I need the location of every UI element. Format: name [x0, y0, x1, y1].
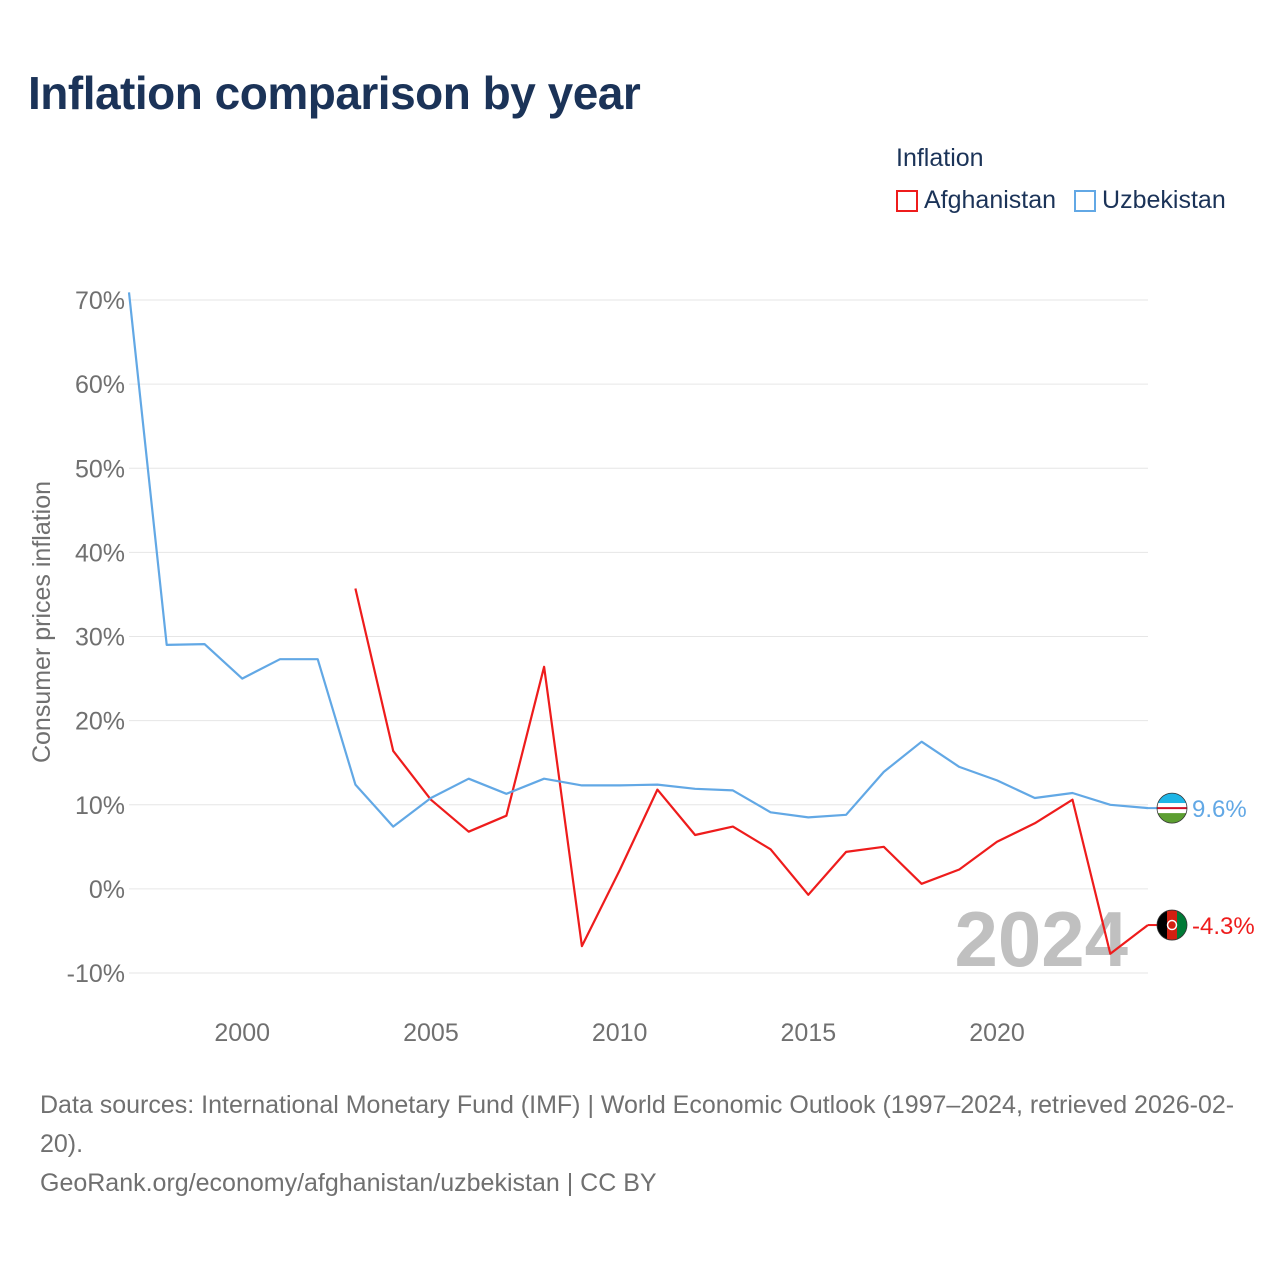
- x-tick-label: 2000: [214, 1019, 270, 1047]
- legend-swatch-afghanistan: [896, 189, 918, 212]
- series-line-afghanistan[interactable]: [354, 588, 1149, 955]
- y-tick-label: 40%: [75, 539, 125, 567]
- data-source-note: Data sources: International Monetary Fun…: [40, 1091, 1235, 1158]
- y-tick-label: 50%: [75, 455, 125, 483]
- flag-icon-uzbekistan: [1148, 792, 1188, 824]
- end-label-uzbekistan: 9.6%: [1192, 796, 1247, 823]
- y-axis-label: Consumer prices inflation: [28, 481, 56, 763]
- y-axis-ticks: -10% 0% 10% 20% 30% 40% 50% 60% 70%: [67, 287, 125, 988]
- chart-title: Inflation comparison by year: [28, 67, 641, 119]
- x-tick-label: 2020: [969, 1019, 1025, 1047]
- year-watermark: 2024: [954, 895, 1128, 983]
- end-label-afghanistan: -4.3%: [1192, 913, 1255, 940]
- x-tick-label: 2015: [781, 1019, 837, 1047]
- y-tick-label: 0%: [89, 876, 125, 904]
- y-tick-label: 60%: [75, 371, 125, 399]
- gridlines: [129, 299, 1148, 974]
- y-tick-label: 20%: [75, 708, 125, 736]
- x-tick-label: 2010: [592, 1019, 648, 1047]
- legend-swatch-uzbekistan: [1074, 189, 1097, 212]
- series-line-uzbekistan[interactable]: [127, 292, 1149, 828]
- y-tick-label: -10%: [67, 960, 125, 988]
- y-tick-label: 30%: [75, 624, 125, 652]
- y-tick-label: 70%: [75, 287, 125, 315]
- legend-item-afghanistan[interactable]: Afghanistan: [896, 186, 1056, 215]
- credit-link[interactable]: GeoRank.org/economy/afghanistan/uzbekist…: [40, 1169, 657, 1197]
- footer: Data sources: International Monetary Fun…: [40, 1086, 1250, 1203]
- legend-label-uzbekistan: Uzbekistan: [1102, 186, 1226, 214]
- legend-title: Inflation: [896, 144, 984, 172]
- series-lines: [127, 292, 1149, 955]
- series-end-markers: -4.3% 9.6%: [1148, 792, 1255, 941]
- line-chart: -10% 0% 10% 20% 30% 40% 50% 60% 70% 2000 2005 2010…: [28, 287, 1255, 1047]
- flag-icon-afghanistan: [1148, 909, 1188, 941]
- legend: Afghanistan Uzbekistan: [896, 186, 1226, 215]
- legend-item-uzbekistan[interactable]: Uzbekistan: [1074, 186, 1226, 215]
- y-tick-label: 10%: [75, 792, 125, 820]
- legend-label-afghanistan: Afghanistan: [924, 186, 1057, 214]
- x-tick-label: 2005: [403, 1019, 459, 1047]
- x-axis-ticks: 2000 2005 2010 2015 2020: [214, 1019, 1024, 1047]
